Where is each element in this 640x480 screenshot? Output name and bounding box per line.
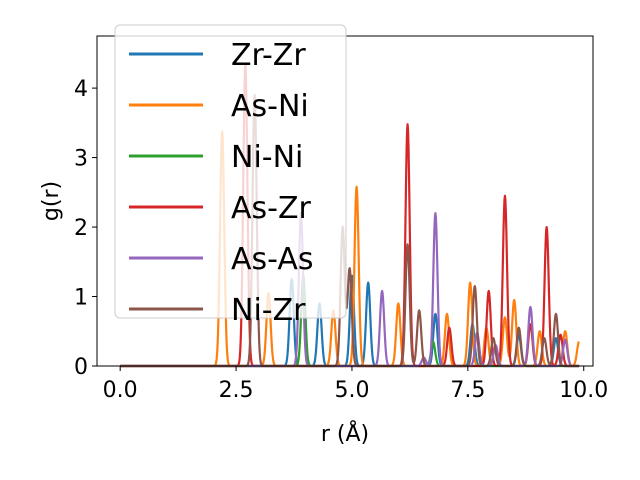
x-axis: 0.0 2.5 5.0 7.5 10.0 <box>103 366 608 403</box>
x-tick-label: 5.0 <box>334 378 369 403</box>
legend: Zr-Zr As-Ni Ni-Ni As-Zr As-As Ni-Zr <box>114 24 347 328</box>
x-tick-label: 2.5 <box>219 378 254 403</box>
y-tick-label: 0 <box>74 355 88 380</box>
y-axis: 0 1 2 3 4 <box>74 77 97 380</box>
legend-label-as-ni: As-Ni <box>231 89 309 124</box>
x-tick-label: 0.0 <box>103 378 138 403</box>
legend-label-as-zr: As-Zr <box>231 191 312 226</box>
y-tick-label: 3 <box>74 147 88 172</box>
legend-label-as-as: As-As <box>231 242 313 277</box>
legend-label-zr-zr: Zr-Zr <box>231 38 306 73</box>
y-axis-label: g(r) <box>39 181 64 221</box>
legend-label-ni-ni: Ni-Ni <box>231 140 303 175</box>
y-tick-label: 2 <box>74 216 88 241</box>
y-tick-label: 4 <box>74 77 88 102</box>
x-tick-label: 10.0 <box>559 378 608 403</box>
legend-label-ni-zr: Ni-Zr <box>231 293 306 328</box>
x-tick-label: 7.5 <box>450 378 485 403</box>
y-tick-label: 1 <box>74 286 88 311</box>
legend-box <box>114 24 347 319</box>
x-axis-label: r (Å) <box>321 420 369 447</box>
